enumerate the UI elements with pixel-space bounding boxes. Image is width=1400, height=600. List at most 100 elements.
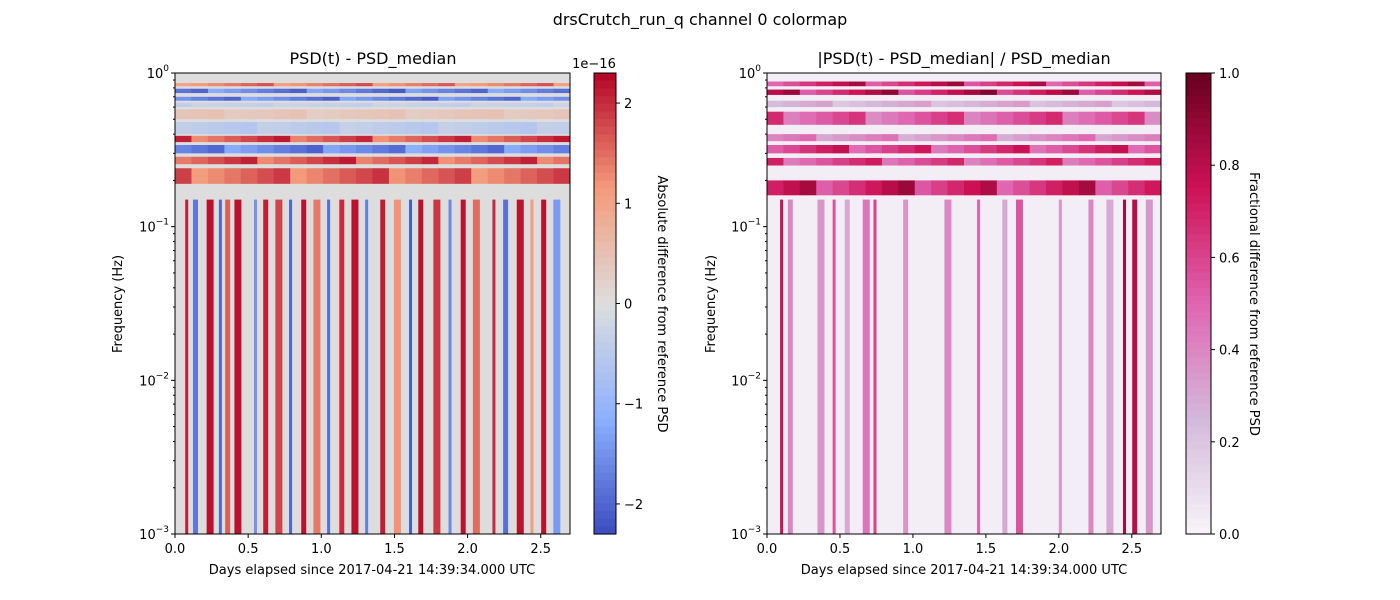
right-band-segment <box>1144 81 1162 87</box>
right-band-segment <box>799 134 817 142</box>
right-colorbar-segment <box>1186 188 1211 197</box>
right-band-segment <box>1111 180 1129 196</box>
left-band-segment <box>356 156 373 165</box>
left-ytick-label: 100 <box>147 64 170 82</box>
left-band-segment <box>175 144 192 154</box>
left-band <box>175 88 571 94</box>
left-band-segment <box>388 83 406 87</box>
right-band-segment <box>1013 89 1031 95</box>
left-colorbar-segment <box>594 449 616 458</box>
right-band-segment <box>832 89 850 95</box>
left-band-segment <box>257 96 275 101</box>
left-stripe <box>530 199 534 535</box>
left-band-segment <box>175 121 192 135</box>
left-colorbar-segment <box>594 88 616 97</box>
left-stripe <box>275 199 283 535</box>
right-xtick-label: 1.5 <box>976 542 997 557</box>
left-band-segment <box>339 83 357 87</box>
left-band-segment <box>537 135 555 143</box>
right-colorbar-segment <box>1186 372 1211 381</box>
right-band-segment <box>1111 144 1129 154</box>
right-band-segment <box>1128 111 1146 125</box>
left-band-segment <box>553 168 571 184</box>
right-band-segment <box>1046 180 1063 196</box>
left-band-segment <box>372 121 390 135</box>
left-axes-frame <box>174 72 571 535</box>
left-band-segment <box>207 83 225 87</box>
right-band-segment <box>1029 81 1047 87</box>
right-band-segment <box>1095 100 1113 108</box>
right-band-segment <box>849 180 866 196</box>
left-band-segment <box>240 135 258 143</box>
left-xtick-label: 0.5 <box>238 542 259 557</box>
right-band-segment <box>947 81 965 87</box>
left-colorbar-segment <box>594 280 616 289</box>
left-colorbar-segment <box>594 242 616 251</box>
left-colorbar-segment <box>594 388 616 397</box>
right-colorbar-tick-label: 0.8 <box>1219 159 1240 174</box>
left-colorbar-segment <box>594 418 616 428</box>
left-band-segment <box>553 88 571 94</box>
left-band-segment <box>537 102 555 108</box>
right-colorbar-segment <box>1186 111 1211 120</box>
right-band-segment <box>783 89 801 95</box>
left-band-segment <box>454 121 472 135</box>
left-colorbar-segment <box>594 395 616 404</box>
right-colorbar-frame <box>1185 72 1212 535</box>
right-band-segment <box>931 134 949 142</box>
left-band-segment <box>471 109 489 120</box>
right-band-segment <box>914 144 932 154</box>
left-band-segment <box>454 144 472 154</box>
left-band-segment <box>388 144 406 154</box>
right-colorbar-segment <box>1186 495 1211 504</box>
left-band-segment <box>290 83 308 87</box>
right-band-segment <box>1128 134 1146 142</box>
left-band-segment <box>306 88 324 94</box>
left-band-segment <box>207 96 225 101</box>
right-band-segment <box>799 89 817 95</box>
left-band-segment <box>273 88 291 94</box>
right-band-segment <box>914 89 932 95</box>
right-heatmap-background <box>767 73 1161 534</box>
left-band-segment <box>175 102 192 108</box>
left-ytick-label: 10−2 <box>139 371 169 389</box>
right-stripe <box>787 199 793 535</box>
left-band <box>175 156 571 165</box>
right-band <box>767 157 1162 166</box>
left-band-segment <box>520 83 538 87</box>
right-band-segment <box>1078 144 1096 154</box>
right-stripe <box>862 199 870 535</box>
right-colorbar-segment <box>1186 411 1211 420</box>
right-axes-frame <box>766 72 1162 535</box>
left-band-segment <box>520 102 538 108</box>
left-colorbar-segment <box>594 157 616 166</box>
left-colorbar-segment <box>594 111 616 120</box>
left-band-segment <box>323 144 341 154</box>
right-stripe <box>1058 199 1062 535</box>
right-colorbar-segment <box>1186 226 1211 235</box>
right-band-segment <box>964 81 981 87</box>
left-stripe <box>351 199 359 535</box>
left-colorbar-segment <box>594 464 616 474</box>
left-band-segment <box>306 144 324 154</box>
right-band-segment <box>980 157 998 166</box>
left-band-segment <box>356 109 373 120</box>
right-colorbar-segment <box>1186 242 1211 251</box>
left-band-segment <box>273 83 291 87</box>
right-band-segment <box>1046 100 1063 108</box>
left-band-segment <box>339 121 357 135</box>
left-colorbar-segment <box>594 526 616 535</box>
right-band-segment <box>898 144 916 154</box>
left-xtick-label: 1.0 <box>311 542 332 557</box>
left-colorbar-segment <box>594 165 616 174</box>
right-band-segment <box>832 111 850 125</box>
right-band-segment <box>816 134 834 142</box>
left-colorbar-segment <box>594 372 616 381</box>
right-colorbar-segment <box>1186 211 1211 220</box>
right-colorbar-segment <box>1186 80 1211 89</box>
right-stripe <box>1145 199 1153 535</box>
right-stripe <box>944 199 952 535</box>
right-band-segment <box>1062 100 1080 108</box>
left-band-segment <box>388 168 406 184</box>
left-band-segment <box>471 135 489 143</box>
